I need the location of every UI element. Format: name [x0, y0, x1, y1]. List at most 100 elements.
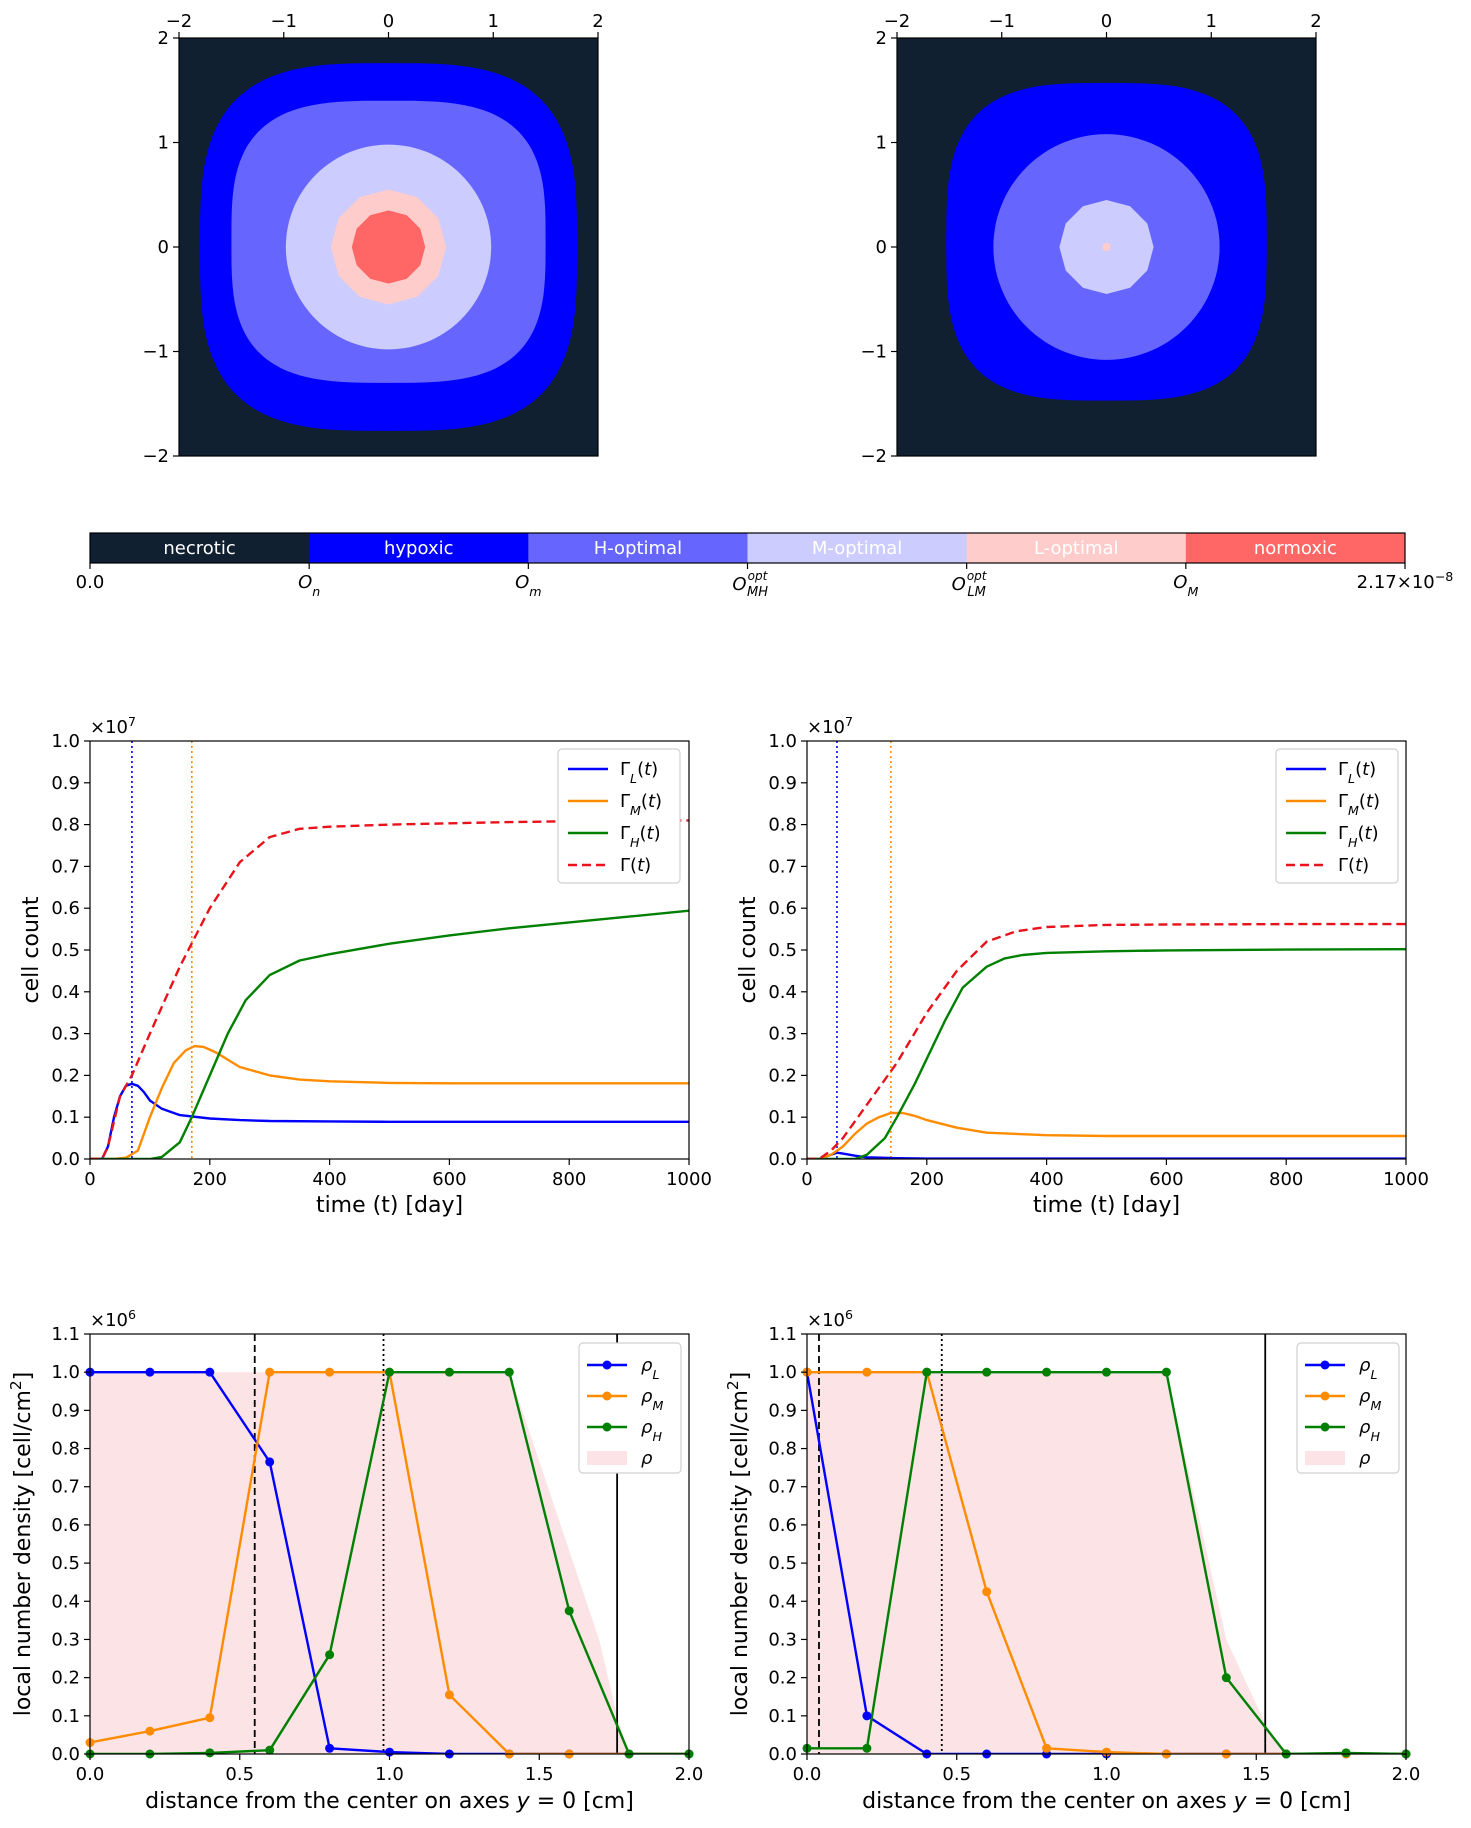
text-part: = 0 [cm]	[1247, 1789, 1351, 1814]
text-part: ]	[11, 1372, 36, 1381]
text-part: Γ	[620, 759, 630, 780]
data-point-gamma_L	[325, 1743, 335, 1753]
scale-label: ×106	[90, 1307, 136, 1332]
y-tick-label: 0.3	[51, 1629, 80, 1650]
legend-entry: ΓM(t)	[1338, 791, 1380, 818]
text-part: t	[647, 823, 655, 844]
series-gamma_H	[807, 948, 1406, 1159]
y-tick-label: 0.4	[768, 982, 797, 1003]
text-part: Γ	[1338, 823, 1348, 844]
legend-frame	[557, 748, 681, 884]
y-tick-label: 0.5	[51, 940, 80, 961]
text-part: t	[1362, 759, 1370, 780]
y-tick-label: 0.8	[768, 1439, 797, 1460]
map-right: −2 −1 0 1 2 2 1 0 −1 −2	[860, 11, 1321, 467]
y-tick-label: 0.3	[51, 1024, 80, 1045]
colorbar-segment-m_optimal	[747, 533, 968, 563]
colorbar-tick-label: 0.0	[76, 572, 105, 593]
x-tick-label: 1.0	[1092, 1764, 1121, 1785]
y-axis-label: local number density [cell/cm2]	[724, 1372, 753, 1717]
text-part: 7	[128, 714, 136, 729]
y-tick-label: 0.0	[51, 1744, 80, 1765]
x-tick-label: −2	[166, 11, 193, 32]
legend: ΓL(t)ΓM(t)ΓH(t)Γ(t)	[557, 748, 681, 884]
y-tick-label: 0	[158, 237, 169, 258]
y-tick-label: 0.2	[51, 1668, 80, 1689]
y-tick-label: 0.5	[51, 1553, 80, 1574]
x-tick-label: −1	[988, 11, 1015, 32]
data-point-gamma_H	[982, 1367, 992, 1377]
series-gamma_M	[90, 1044, 689, 1159]
data-point-gamma_H	[1161, 1367, 1171, 1377]
y-tick-label: 0.0	[51, 1149, 80, 1170]
data-point-gamma_H	[385, 1367, 394, 1377]
y-tick-label: 0.7	[51, 856, 80, 877]
y-tick-label: 0.5	[768, 1553, 797, 1574]
legend-entry: ρL	[1359, 1355, 1377, 1382]
y-tick-label: 0.9	[768, 773, 797, 794]
series-gamma_L	[807, 1151, 1406, 1159]
plot-area	[90, 741, 689, 1159]
text-part: Γ(	[620, 855, 637, 876]
colorbar-label: necrotic	[163, 538, 235, 559]
x-tick-label: 200	[910, 1169, 944, 1190]
text-part: t	[1355, 855, 1363, 876]
data-point-gamma_H	[444, 1367, 454, 1377]
legend-entry: Γ(t)	[1338, 855, 1369, 876]
x-tick-label: 400	[1029, 1169, 1063, 1190]
text-part: O	[298, 572, 312, 593]
legend-marker	[602, 1360, 612, 1370]
legend: ΓL(t)ΓM(t)ΓH(t)Γ(t)	[1275, 748, 1399, 884]
legend-swatch-area	[587, 1451, 627, 1465]
x-tick-label: 0.5	[942, 1764, 971, 1785]
text-part: O	[1173, 572, 1187, 593]
y-tick-label: 0.1	[51, 1706, 80, 1727]
density-left: 0.0 0.5 1.0 1.5 2.0 0.0 0.1 0.2 0.3 0.4 0.5 0.6 0.7 0…	[7, 1307, 703, 1815]
text-part: M	[1370, 1398, 1381, 1413]
data-point-gamma_H	[205, 1748, 215, 1758]
text-part: ×10	[807, 1310, 845, 1331]
text-part: L	[630, 771, 637, 786]
y-tick-label: 0.6	[768, 898, 797, 919]
colorbar-label: M-optimal	[812, 538, 902, 559]
text-part: ρ	[641, 1386, 653, 1407]
y-tick-label: 0.9	[51, 773, 80, 794]
legend-marker	[1320, 1360, 1330, 1370]
region-normoxic	[351, 210, 426, 284]
text-part: H	[1370, 1429, 1380, 1444]
x-tick-label: 1000	[1383, 1169, 1429, 1190]
text-part: H	[630, 835, 640, 850]
x-tick-label: 2	[1310, 11, 1321, 32]
x-tick-label: 1.0	[375, 1764, 404, 1785]
data-point-gamma_M	[205, 1713, 215, 1723]
y-tick-label: −2	[860, 446, 887, 467]
legend-entry: Γ(t)	[620, 855, 651, 876]
y-tick-label: 0.8	[51, 815, 80, 836]
data-point-gamma_H	[1102, 1367, 1111, 1377]
colorbar-tick-label: O	[732, 574, 746, 595]
density-right: 0.0 0.5 1.0 1.5 2.0 0.0 0.1 0.2 0.3 0.4 0.5 0.6 0.7 0…	[724, 1307, 1420, 1815]
text-part: )	[1369, 759, 1376, 780]
colorbar-label: normoxic	[1254, 538, 1337, 559]
legend-entry: ΓH(t)	[1338, 823, 1379, 850]
text-part: 2.17×10	[1357, 572, 1435, 593]
colorbar-label: L-optimal	[1034, 538, 1119, 559]
legend-entry: ρL	[641, 1355, 659, 1382]
x-tick-label: 200	[193, 1169, 227, 1190]
colorbar-segment-normoxic	[1185, 533, 1406, 563]
scale-label: ×106	[807, 1307, 853, 1332]
counts-right: 0 200 400 600 800 1000 0.0 0.1 0.2 0.3 0.4 0.5 0.6 0.…	[736, 714, 1429, 1219]
data-point-gamma_H	[922, 1367, 932, 1377]
data-point-gamma_H	[1042, 1367, 1052, 1377]
x-tick-label: 2.0	[1392, 1764, 1421, 1785]
text-part: )	[644, 855, 651, 876]
legend-swatch-area	[1305, 1451, 1345, 1465]
text-part: (	[1358, 823, 1365, 844]
y-tick-label: 1.0	[768, 1362, 797, 1383]
data-point-gamma_H	[265, 1745, 275, 1755]
rho-area	[90, 1372, 630, 1754]
text-part: n	[312, 584, 320, 599]
colorbar-tick-label: opt	[748, 569, 769, 583]
y-tick-label: 0	[876, 237, 887, 258]
